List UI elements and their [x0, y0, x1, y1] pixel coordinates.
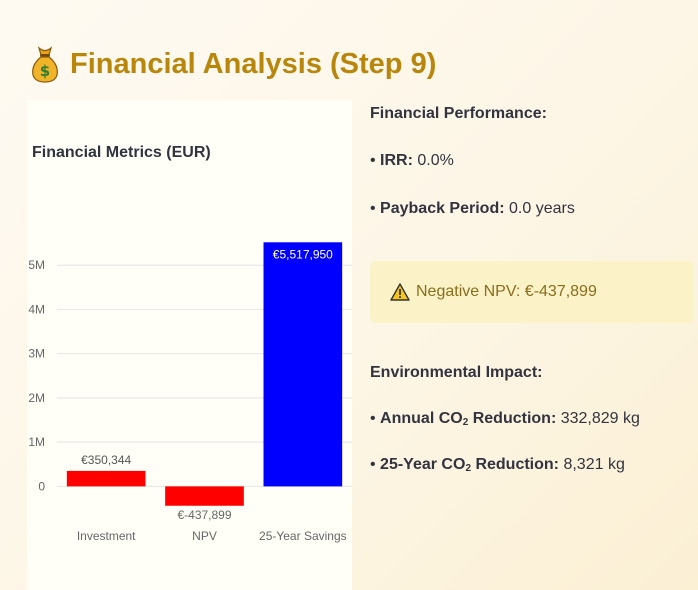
- bar-npv: [165, 486, 244, 506]
- financial-metrics-chart: Financial Metrics (EUR) 0 1M 2M 3M 4M 5M €350…: [27, 100, 352, 590]
- irr-label: IRR:: [380, 152, 413, 169]
- chart-svg: Financial Metrics (EUR) 0 1M 2M 3M 4M 5M €350…: [28, 144, 352, 543]
- chart-y-axis: 0 1M 2M 3M 4M 5M: [28, 258, 45, 493]
- total-co2-label: 25-Year CO2 Reduction:: [380, 456, 559, 474]
- page-title: $ Financial Analysis (Step 9): [30, 42, 436, 86]
- annual-co2-value: 332,829 kg: [560, 410, 640, 427]
- irr-metric: • IRR: 0.0%: [370, 152, 454, 170]
- y-tick-label: 5M: [28, 258, 45, 272]
- chart-title: Financial Metrics (EUR): [32, 144, 211, 161]
- x-tick-label: Investment: [77, 529, 136, 543]
- total-co2-metric: • 25-Year CO2 Reduction: 8,321 kg: [370, 456, 625, 474]
- payback-label: Payback Period:: [380, 200, 505, 217]
- annual-co2-label: Annual CO2 Reduction:: [380, 410, 557, 428]
- svg-text:$: $: [40, 62, 50, 80]
- x-tick-label: NPV: [192, 529, 217, 543]
- right-panel: Financial Performance: • IRR: 0.0% • Pay…: [370, 0, 696, 590]
- chart-bars: [66, 242, 343, 506]
- total-co2-value: 8,321 kg: [563, 456, 625, 473]
- chart-data-labels: €350,344 €-437,899 €5,517,950: [81, 247, 333, 521]
- environmental-impact-heading: Environmental Impact:: [370, 364, 543, 381]
- bullet: •: [370, 200, 381, 217]
- negative-npv-warning: Negative NPV: €-437,899: [370, 261, 694, 323]
- y-tick-label: 3M: [28, 347, 45, 361]
- page-title-text: Financial Analysis (Step 9): [70, 47, 437, 80]
- y-tick-label: 4M: [28, 302, 45, 316]
- bullet: •: [370, 152, 381, 169]
- financial-performance-heading: Financial Performance:: [370, 105, 547, 122]
- money-bag-icon: $: [32, 46, 58, 83]
- data-label: €5,517,950: [273, 247, 333, 261]
- payback-value: 0.0 years: [509, 200, 575, 217]
- data-label: €350,344: [81, 453, 131, 467]
- annual-co2-metric: • Annual CO2 Reduction: 332,829 kg: [370, 410, 640, 428]
- data-label: €-437,899: [177, 508, 231, 522]
- irr-value: 0.0%: [417, 152, 454, 169]
- y-tick-label: 1M: [28, 435, 45, 449]
- bar-investment: [66, 470, 146, 487]
- warning-icon: [390, 283, 410, 301]
- bar-25-year-savings: [263, 242, 343, 487]
- y-tick-label: 2M: [28, 391, 45, 405]
- chart-x-axis: Investment NPV 25-Year Savings: [77, 529, 347, 543]
- x-tick-label: 25-Year Savings: [259, 529, 347, 543]
- payback-metric: • Payback Period: 0.0 years: [370, 200, 575, 218]
- warning-text: Negative NPV: €-437,899: [416, 283, 597, 300]
- bullet: •: [370, 410, 381, 427]
- bullet: •: [370, 456, 381, 473]
- y-tick-label: 0: [38, 479, 45, 493]
